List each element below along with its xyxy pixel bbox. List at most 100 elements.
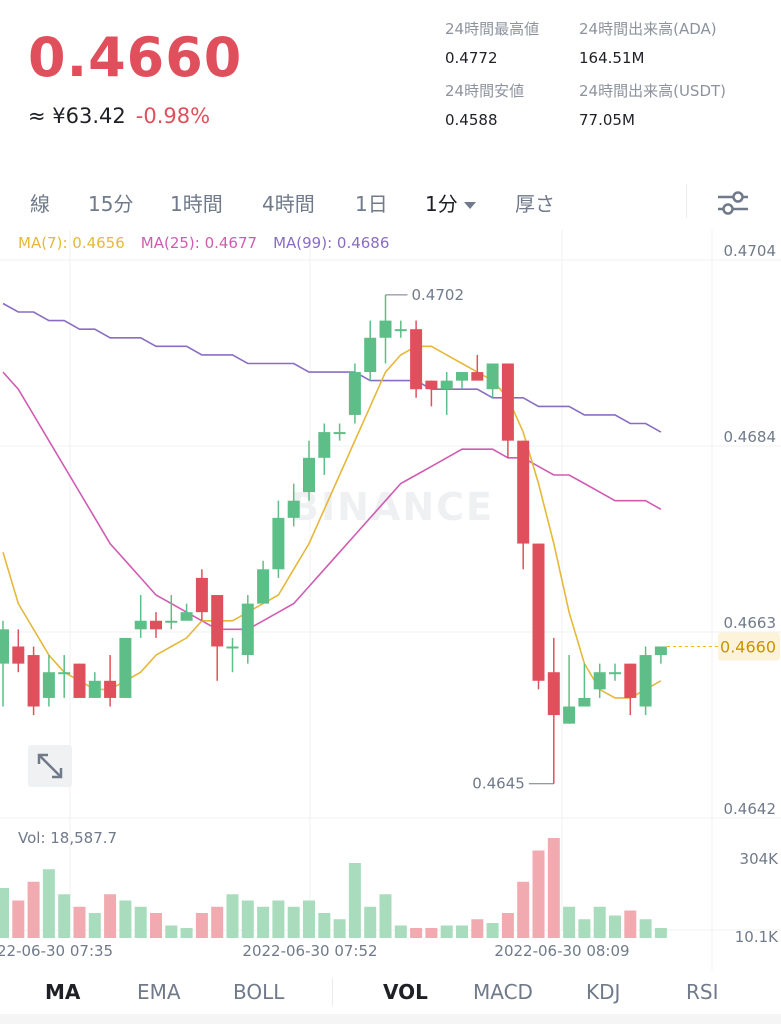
volume-bar [379, 894, 392, 938]
tab-1d[interactable]: 1日 [355, 192, 388, 216]
stat-label: 24時間最高値 [445, 20, 540, 38]
candle-body [333, 432, 346, 435]
volume-bar [195, 913, 208, 938]
volume-bar [211, 906, 224, 938]
current-price-tag [718, 632, 780, 661]
candle-body [517, 440, 530, 544]
volume-bar [119, 900, 132, 938]
volume-bar [654, 928, 667, 938]
candle-body [104, 680, 117, 698]
stat-value: 77.05M [579, 111, 635, 129]
watermark-text: BINANCE [290, 485, 494, 529]
time-axis-label: 2022-06-30 07:52 [242, 942, 377, 960]
volume-bar [42, 869, 55, 938]
tab-depth[interactable]: 厚さ [515, 192, 555, 216]
stat-value: 0.4588 [445, 111, 498, 129]
volume-axis-label: 304K [740, 850, 780, 868]
volume-bar [578, 919, 591, 938]
volume-bar [364, 906, 377, 938]
caret-down-icon [463, 202, 476, 209]
candle-body [211, 595, 224, 647]
candle-body [180, 612, 193, 621]
candle-body [88, 680, 101, 698]
indicator-rsi[interactable]: RSI [686, 980, 719, 1004]
stat-value: 164.51M [579, 49, 645, 67]
candle-body [425, 380, 438, 390]
indicator-boll[interactable]: BOLL [233, 980, 285, 1004]
volume-bar [27, 881, 40, 938]
candle-body [27, 655, 40, 707]
indicator-macd[interactable]: MACD [473, 980, 533, 1004]
volume-bar [226, 894, 239, 938]
tab-1m[interactable]: 1分 [425, 188, 476, 217]
high-marker-label: 0.4702 [412, 286, 465, 304]
current-price-label: 0.4660 [720, 637, 776, 656]
candle-body [563, 706, 576, 724]
tab-1m-label: 1分 [425, 192, 458, 216]
low-marker-label: 0.4645 [472, 775, 525, 793]
settings-sliders-icon[interactable] [716, 190, 750, 216]
indicator-kdj[interactable]: KDJ [586, 980, 621, 1004]
candle-body [58, 672, 71, 675]
stat-volume-usdt: 24時間出来高(USDT) 77.05M [579, 80, 739, 129]
volume-bar [501, 913, 514, 938]
tab-15m[interactable]: 15分 [88, 192, 134, 216]
volume-bar [532, 850, 545, 938]
stat-high: 24時間最高値 0.4772 [445, 18, 605, 67]
volume-bar [318, 913, 331, 938]
tab-line[interactable]: 線 [30, 192, 50, 216]
candle-body [195, 577, 208, 613]
volume-bar [12, 900, 25, 938]
stat-label: 24時間安値 [445, 82, 525, 100]
time-axis-label: 2022-06-30 08:09 [494, 942, 629, 960]
price-axis-label: 0.4663 [724, 614, 777, 632]
price-axis-label: 0.4642 [724, 800, 777, 818]
approx-fiat-price: ≈ ¥63.42 [28, 104, 126, 128]
volume-bar [456, 925, 468, 938]
volume-bar [410, 928, 423, 938]
volume-bar [348, 863, 361, 938]
candle-body [0, 629, 9, 664]
kline-chart[interactable]: BINANCE 0.4704 0.4684 0.4663 0.4642 0.4702 0.4… [0, 230, 781, 970]
candle-body [624, 663, 637, 698]
tab-1h[interactable]: 1時間 [170, 192, 223, 216]
volume-bar [104, 894, 117, 938]
candle-body [456, 372, 468, 381]
volume-bar [394, 925, 407, 938]
volume-bar [486, 923, 499, 938]
candle-body [532, 543, 545, 681]
last-price: 0.4660 [28, 26, 243, 89]
candle-body [364, 337, 377, 373]
volume-axis-label: 10.1K [735, 928, 779, 946]
volume-bar [639, 919, 652, 938]
candle-body [12, 646, 25, 664]
candle-body [150, 620, 162, 630]
ma99-line [2, 302, 662, 433]
volume-bar [272, 900, 285, 938]
candle-body [471, 372, 484, 381]
expand-chart-button[interactable] [28, 745, 72, 787]
stat-label: 24時間出来高(USDT) [579, 82, 727, 100]
candle-body [440, 380, 453, 390]
indicator-ema[interactable]: EMA [137, 980, 181, 1004]
volume-bar [73, 906, 86, 938]
candle-body [348, 372, 361, 415]
bottom-strip [0, 1014, 781, 1024]
indicator-ma[interactable]: MA [45, 980, 81, 1004]
volume-bar [547, 838, 560, 938]
divider [332, 978, 333, 1006]
price-change-percent: -0.98% [135, 104, 211, 128]
tab-4h[interactable]: 4時間 [262, 192, 315, 216]
divider [686, 184, 687, 218]
candle-body [639, 655, 652, 707]
indicator-vol[interactable]: VOL [383, 980, 428, 1004]
stat-volume-ada: 24時間出来高(ADA) 164.51M [579, 18, 739, 67]
candle-body [501, 363, 514, 441]
candle-body [257, 569, 270, 604]
candle-body [486, 363, 499, 390]
ma7-legend: MA(7): 0.4656 [18, 234, 125, 252]
volume-bar [257, 906, 270, 938]
candle-body [287, 500, 300, 518]
candle-body [609, 672, 621, 675]
ma25-legend: MA(25): 0.4677 [140, 234, 258, 252]
